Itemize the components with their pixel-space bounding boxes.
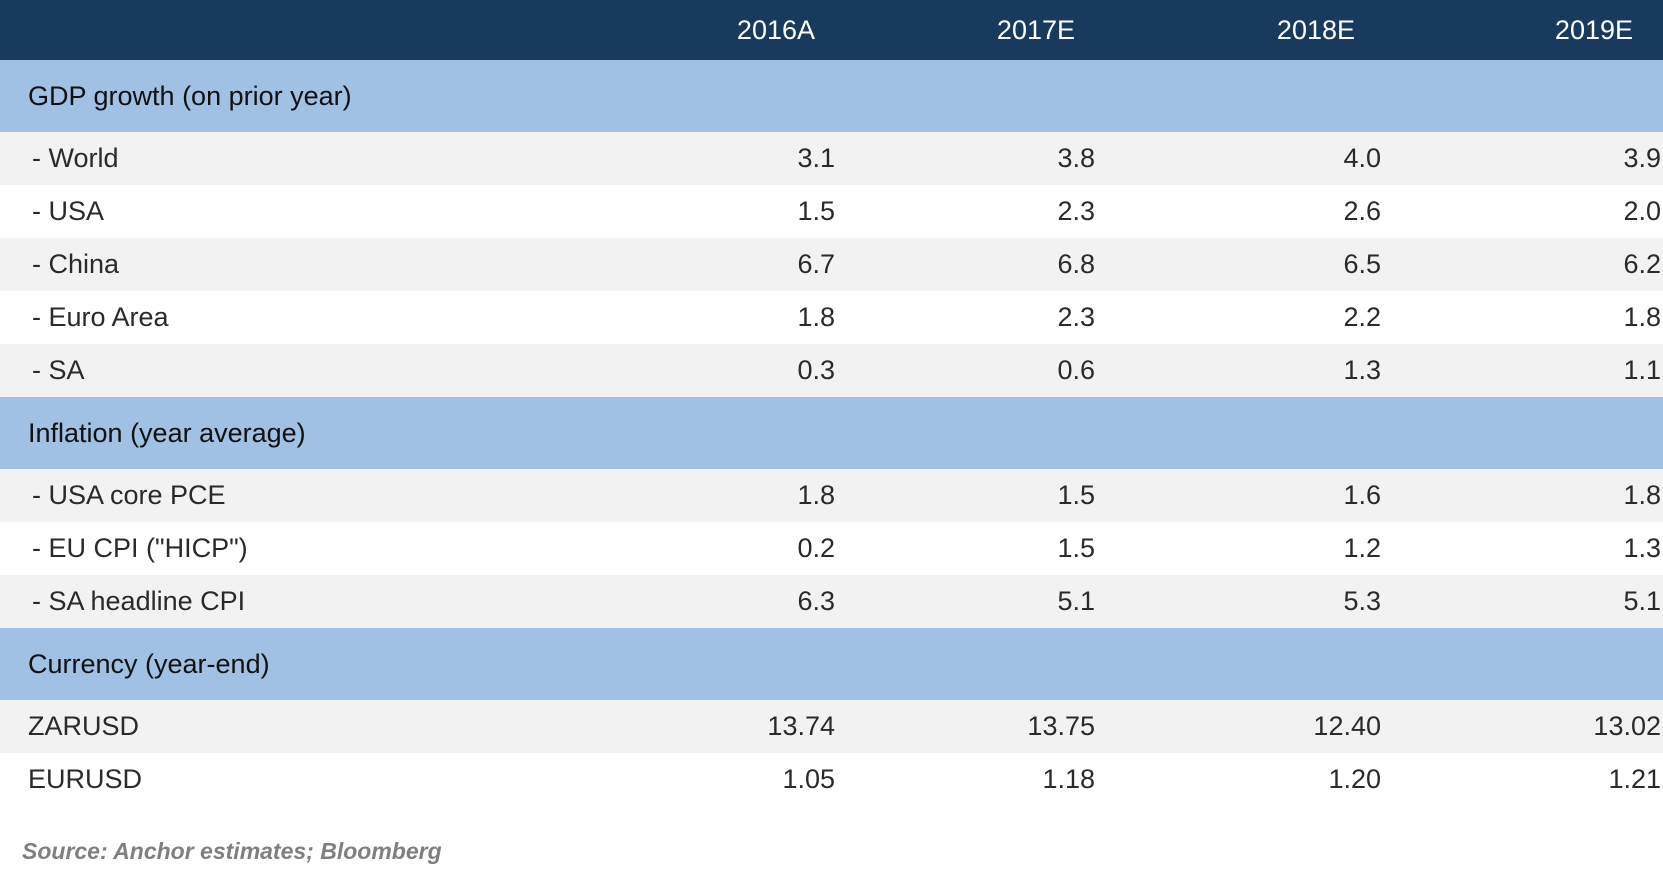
column-header: 2017E	[996, 14, 1075, 45]
row-label: - China	[32, 249, 120, 279]
value-cell: 6.2	[1623, 249, 1661, 279]
row-label: - SA	[32, 355, 85, 385]
value-cell: 2.2	[1343, 302, 1381, 332]
value-cell: 2.6	[1343, 196, 1381, 226]
value-cell: 6.3	[797, 586, 835, 616]
row-label: - USA core PCE	[32, 480, 226, 510]
value-cell: 3.9	[1623, 143, 1661, 173]
table-row: - World 3.1 3.8 4.0 3.9	[0, 132, 1663, 185]
section-title: GDP growth (on prior year)	[28, 80, 352, 111]
value-cell: 2.0	[1623, 196, 1661, 226]
forecast-table: 2016A 2017E 2018E 2019E GDP growth (on p…	[0, 0, 1663, 806]
value-cell: 1.18	[1042, 764, 1095, 794]
value-cell: 12.40	[1313, 711, 1381, 741]
row-label: - Euro Area	[32, 302, 169, 332]
value-cell: 13.74	[767, 711, 835, 741]
row-label: - World	[32, 143, 119, 173]
value-cell: 1.5	[797, 196, 835, 226]
table-row: - SA headline CPI 6.3 5.1 5.3 5.1	[0, 575, 1663, 628]
value-cell: 5.1	[1623, 586, 1661, 616]
value-cell: 13.02	[1593, 711, 1661, 741]
table-row: - China 6.7 6.8 6.5 6.2	[0, 238, 1663, 291]
table-row: - USA 1.5 2.3 2.6 2.0	[0, 185, 1663, 238]
section-header-row: Inflation (year average)	[0, 397, 1663, 469]
value-cell: 1.1	[1623, 355, 1661, 385]
value-cell: 13.75	[1027, 711, 1095, 741]
row-label: - EU CPI ("HICP")	[32, 533, 248, 563]
value-cell: 1.3	[1343, 355, 1381, 385]
value-cell: 3.1	[797, 143, 835, 173]
value-cell: 0.2	[797, 533, 835, 563]
value-cell: 1.20	[1328, 764, 1381, 794]
value-cell: 1.5	[1057, 533, 1095, 563]
value-cell: 4.0	[1343, 143, 1381, 173]
value-cell: 3.8	[1057, 143, 1095, 173]
table-row: ZARUSD 13.74 13.75 12.40 13.02	[0, 700, 1663, 753]
value-cell: 6.5	[1343, 249, 1381, 279]
value-cell: 1.8	[1623, 480, 1661, 510]
value-cell: 1.8	[797, 302, 835, 332]
table-body: GDP growth (on prior year) - World 3.1 3.8…	[0, 60, 1663, 806]
value-cell: 1.6	[1343, 480, 1381, 510]
row-label: - USA	[32, 196, 105, 226]
value-cell: 5.1	[1057, 586, 1095, 616]
value-cell: 1.21	[1608, 764, 1661, 794]
section-header-row: GDP growth (on prior year)	[0, 60, 1663, 132]
value-cell: 1.5	[1057, 480, 1095, 510]
table-row: EURUSD 1.05 1.18 1.20 1.21	[0, 753, 1663, 806]
value-cell: 2.3	[1057, 302, 1095, 332]
value-cell: 1.3	[1623, 533, 1661, 563]
section-title: Currency (year-end)	[28, 648, 270, 679]
table-header-row: 2016A 2017E 2018E 2019E	[0, 0, 1663, 60]
section-header-row: Currency (year-end)	[0, 628, 1663, 700]
value-cell: 0.3	[797, 355, 835, 385]
column-header: 2016A	[736, 14, 815, 45]
value-cell: 1.05	[782, 764, 835, 794]
column-header: 2019E	[1554, 14, 1633, 45]
table-row: - USA core PCE 1.8 1.5 1.6 1.8	[0, 469, 1663, 522]
value-cell: 5.3	[1343, 586, 1381, 616]
value-cell: 1.2	[1343, 533, 1381, 563]
row-label: EURUSD	[28, 764, 143, 794]
source-note: Source: Anchor estimates; Bloomberg	[22, 838, 442, 864]
value-cell: 2.3	[1057, 196, 1095, 226]
value-cell: 1.8	[1623, 302, 1661, 332]
value-cell: 6.8	[1057, 249, 1095, 279]
row-label: - SA headline CPI	[32, 586, 246, 616]
table-row: - Euro Area 1.8 2.3 2.2 1.8	[0, 291, 1663, 344]
value-cell: 0.6	[1057, 355, 1095, 385]
row-label: ZARUSD	[28, 711, 140, 741]
value-cell: 1.8	[797, 480, 835, 510]
value-cell: 6.7	[797, 249, 835, 279]
table-row: - SA 0.3 0.6 1.3 1.1	[0, 344, 1663, 397]
column-header: 2018E	[1276, 14, 1355, 45]
section-title: Inflation (year average)	[28, 417, 306, 448]
table-row: - EU CPI ("HICP") 0.2 1.5 1.2 1.3	[0, 522, 1663, 575]
